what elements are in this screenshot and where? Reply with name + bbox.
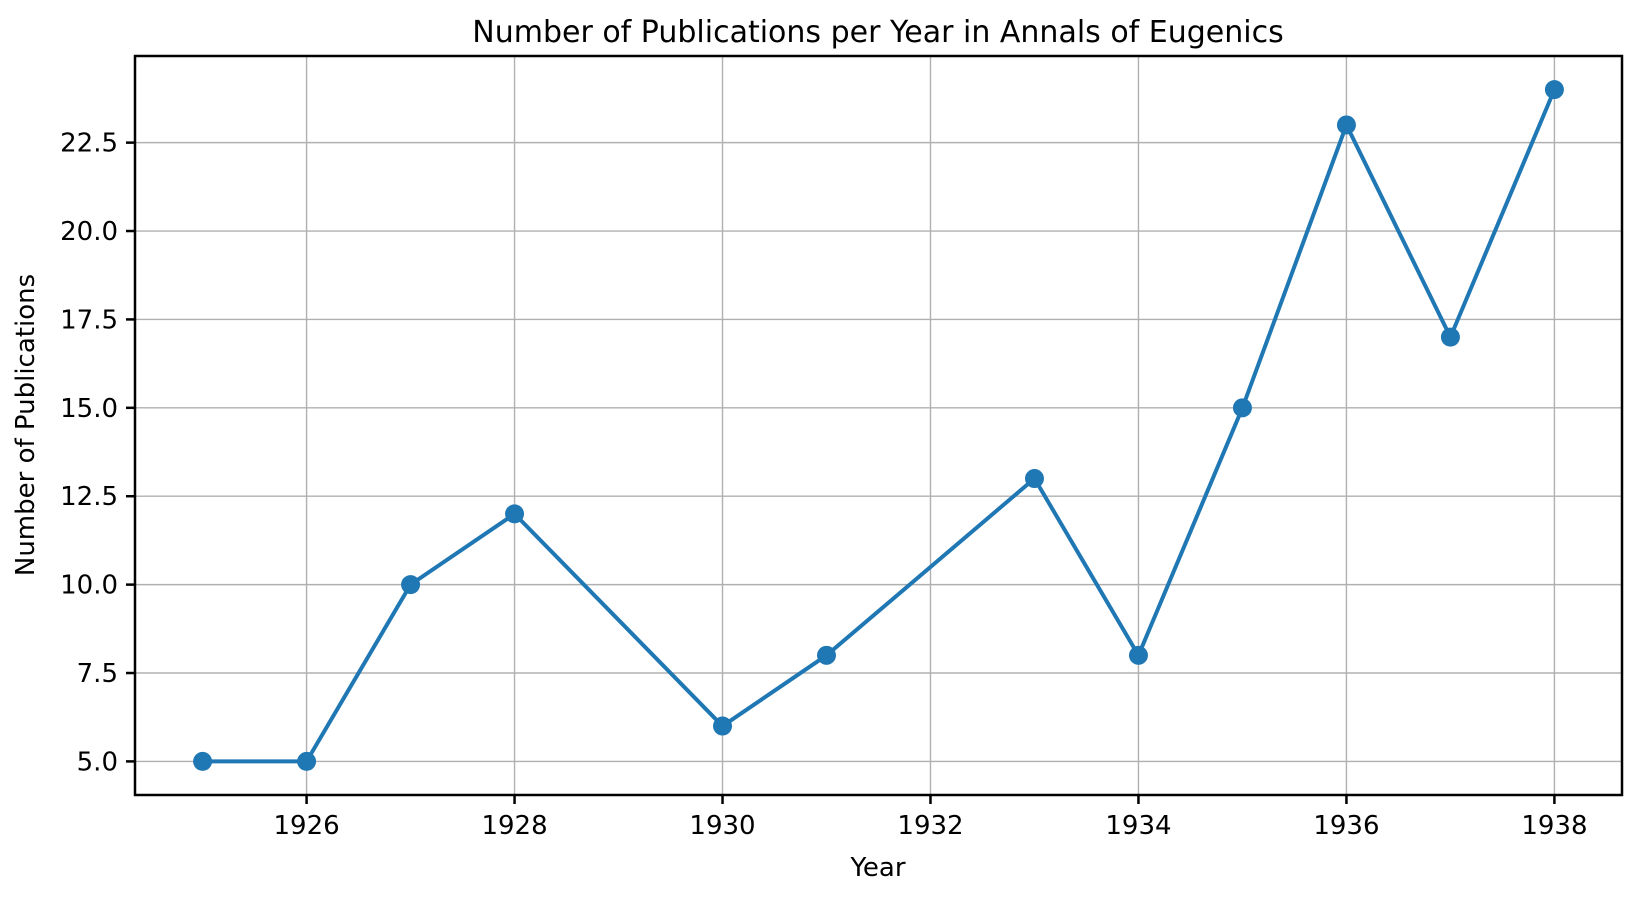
data-point bbox=[1336, 115, 1356, 135]
data-point bbox=[193, 751, 213, 771]
x-tick-label: 1930 bbox=[689, 811, 755, 841]
data-point bbox=[505, 504, 525, 524]
data-point bbox=[1128, 645, 1148, 665]
y-tick-label: 10.0 bbox=[60, 571, 118, 601]
y-tick-label: 22.5 bbox=[60, 129, 118, 159]
data-point bbox=[1232, 398, 1252, 418]
y-axis-label: Number of Publications bbox=[11, 274, 41, 576]
y-tick-label: 20.0 bbox=[60, 217, 118, 247]
x-tick-label: 1928 bbox=[481, 811, 547, 841]
data-point bbox=[1544, 80, 1564, 100]
line-series-layer bbox=[193, 80, 1564, 771]
x-tick-label: 1936 bbox=[1313, 811, 1379, 841]
y-tick-label: 12.5 bbox=[60, 482, 118, 512]
x-tick-label: 1932 bbox=[897, 811, 963, 841]
data-point bbox=[401, 575, 421, 595]
y-tick-label: 5.0 bbox=[77, 747, 118, 777]
data-point bbox=[713, 716, 733, 736]
x-tick-label: 1926 bbox=[273, 811, 339, 841]
series-line bbox=[200, 87, 1557, 764]
x-tick-label: 1938 bbox=[1521, 811, 1587, 841]
chart-title: Number of Publications per Year in Annal… bbox=[472, 15, 1283, 50]
y-tick-label: 7.5 bbox=[77, 659, 118, 689]
x-tick-label: 1934 bbox=[1105, 811, 1171, 841]
axes-layer: 1926 1928 1930 1932 1934 1936 1938 5.0 7.5 10.0 12… bbox=[60, 54, 1624, 841]
data-point bbox=[1024, 469, 1044, 489]
grid-layer bbox=[135, 56, 1622, 795]
data-point bbox=[297, 751, 317, 771]
y-tick-label: 17.5 bbox=[60, 305, 118, 335]
plot-border bbox=[133, 54, 1624, 797]
data-point bbox=[1440, 327, 1460, 347]
y-tick-label: 15.0 bbox=[60, 394, 118, 424]
x-axis-label: Year bbox=[849, 853, 905, 883]
data-point bbox=[817, 645, 837, 665]
